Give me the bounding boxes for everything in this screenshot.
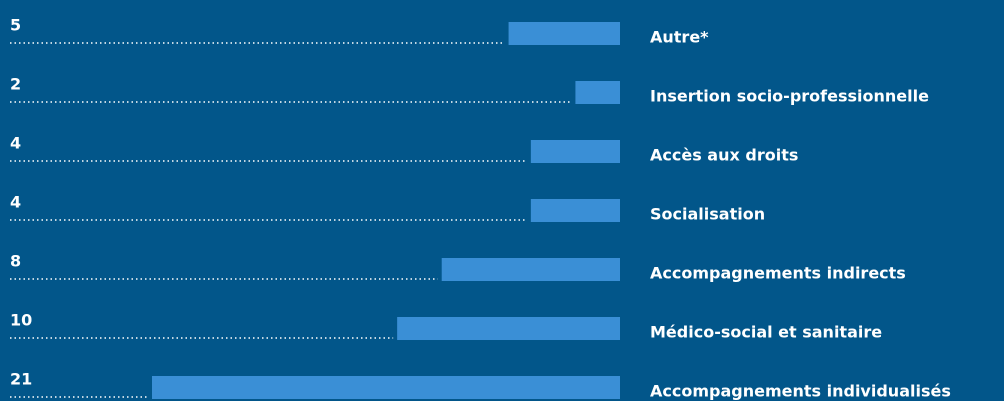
category-label: Médico-social et sanitaire bbox=[650, 323, 882, 342]
value-label: 5 bbox=[10, 16, 21, 35]
bar bbox=[152, 376, 620, 399]
bar bbox=[530, 199, 620, 222]
bar bbox=[397, 317, 620, 340]
value-label: 21 bbox=[10, 370, 32, 389]
bar bbox=[441, 258, 620, 281]
category-label: Accès aux droits bbox=[650, 146, 798, 165]
value-label: 8 bbox=[10, 252, 21, 271]
category-label: Socialisation bbox=[650, 205, 765, 224]
category-label: Accompagnements individualisés bbox=[650, 382, 951, 401]
value-label: 4 bbox=[10, 193, 21, 212]
category-label: Autre* bbox=[650, 28, 709, 47]
category-label: Insertion socio-professionnelle bbox=[650, 87, 929, 106]
value-label: 10 bbox=[10, 311, 32, 330]
value-label: 4 bbox=[10, 134, 21, 153]
value-label: 2 bbox=[10, 75, 21, 94]
category-label: Accompagnements indirects bbox=[650, 264, 906, 283]
bar bbox=[508, 22, 620, 45]
bar bbox=[530, 140, 620, 163]
bar bbox=[575, 81, 620, 104]
